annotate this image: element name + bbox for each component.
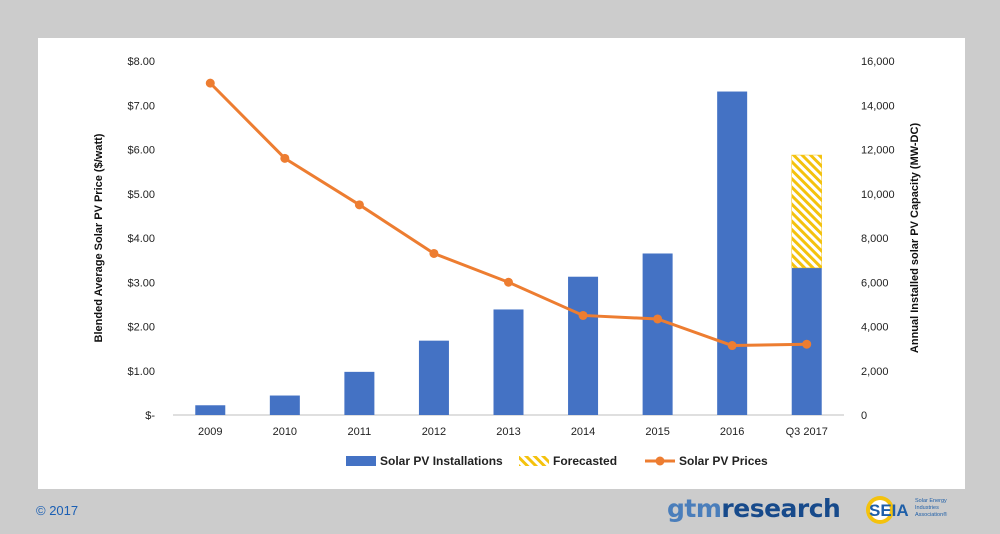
price-point xyxy=(280,153,290,163)
y-tick-label-right: 12,000 xyxy=(861,145,895,157)
x-tick-label: Q3 2017 xyxy=(786,426,828,438)
y-tick-label-right: 4,000 xyxy=(861,322,889,334)
y-tick-label-right: 0 xyxy=(861,410,867,422)
x-tick-label: 2009 xyxy=(198,426,222,438)
price-point xyxy=(205,78,215,88)
x-tick-label: 2011 xyxy=(348,426,372,438)
y-tick-label-left: $- xyxy=(145,410,155,422)
y-tick-label-left: $8.00 xyxy=(127,56,155,68)
installation-bar xyxy=(568,276,599,415)
seia-logo-line1: Solar Energy xyxy=(915,498,947,504)
gtm-research-logo: gtmresearch xyxy=(667,494,841,523)
seia-logo-text: SEIA xyxy=(869,501,909,520)
y-tick-label-left: $7.00 xyxy=(127,100,155,112)
x-tick-label: 2016 xyxy=(720,426,744,438)
price-point xyxy=(727,341,737,351)
price-point xyxy=(429,248,439,258)
y-tick-label-left: $4.00 xyxy=(127,233,155,245)
legend-label-forecasted: Forecasted xyxy=(553,454,617,468)
y-tick-label-right: 6,000 xyxy=(861,277,889,289)
gtm-logo-part1: gtm xyxy=(667,494,722,523)
y-tick-label-left: $5.00 xyxy=(127,189,155,201)
forecast-bar xyxy=(791,154,822,269)
price-point xyxy=(802,339,812,349)
legend-swatch-forecasted xyxy=(519,456,549,466)
y-tick-label-left: $3.00 xyxy=(127,277,155,289)
chart-panel: $- $1.00 $2.00 $3.00 $4.00 $5.00 $6.00 $7.00 $8.… xyxy=(38,38,965,489)
copyright-text: © 2017 xyxy=(36,503,79,518)
y-tick-label-left: $1.00 xyxy=(127,366,155,378)
combo-chart: $- $1.00 $2.00 $3.00 $4.00 $5.00 $6.00 $7.00 $8.… xyxy=(93,56,921,468)
price-point xyxy=(504,277,513,287)
installation-bar xyxy=(269,395,300,415)
seia-logo-line2: Industries xyxy=(915,505,939,511)
seia-sun-inner xyxy=(870,500,890,520)
y-axis-title-right: Annual Installed solar PV Capacity (MW-D… xyxy=(909,123,921,354)
seia-logo: SEIA Solar Energy Industries Association… xyxy=(866,496,947,524)
x-tick-label: 2012 xyxy=(422,426,446,438)
x-tick-label: 2015 xyxy=(645,426,669,438)
y-tick-label-right: 8,000 xyxy=(861,233,889,245)
installation-bar xyxy=(195,405,226,415)
installation-bar xyxy=(418,340,449,415)
seia-logo-line3: Association® xyxy=(915,511,947,518)
legend-swatch-installations xyxy=(346,456,376,466)
y-tick-label-left: $6.00 xyxy=(127,145,155,157)
y-tick-label-right: 10,000 xyxy=(861,189,895,201)
x-tick-label: 2014 xyxy=(571,426,595,438)
installation-bar xyxy=(717,91,748,415)
x-tick-label: 2013 xyxy=(496,426,520,438)
price-point xyxy=(653,314,663,324)
y-tick-label-right: 14,000 xyxy=(861,100,895,112)
gtm-logo-part2: research xyxy=(721,494,841,523)
price-point xyxy=(354,200,364,210)
legend-swatch-prices-marker xyxy=(655,456,665,466)
price-point xyxy=(578,310,588,320)
legend-label-prices: Solar PV Prices xyxy=(679,454,768,468)
y-tick-label-left: $2.00 xyxy=(127,322,155,334)
installation-bar xyxy=(493,309,524,415)
installation-bar xyxy=(344,371,375,415)
legend-label-installations: Solar PV Installations xyxy=(380,454,503,468)
installation-bar xyxy=(642,253,673,415)
y-axis-title-left: Blended Average Solar PV Price ($/watt) xyxy=(93,133,105,342)
y-tick-label-right: 2,000 xyxy=(861,366,889,378)
y-tick-label-right: 16,000 xyxy=(861,56,895,68)
x-tick-label: 2010 xyxy=(273,426,297,438)
